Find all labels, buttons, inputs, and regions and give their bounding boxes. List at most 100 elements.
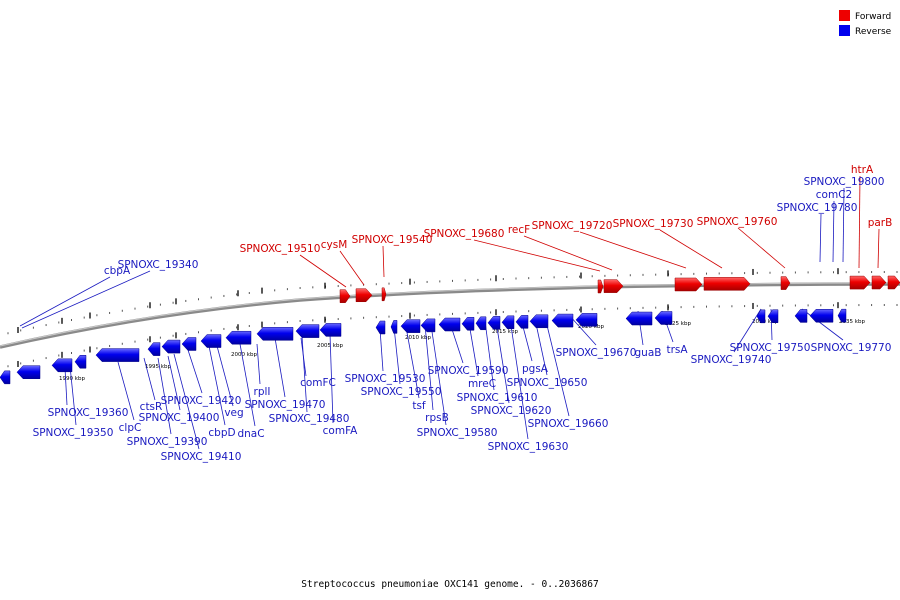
gene-label-spnoxc-19550[interactable]: SPNOXC_19550 bbox=[361, 386, 442, 398]
gene-label-spnoxc-19770[interactable]: SPNOXC_19770 bbox=[811, 342, 892, 354]
gene-label-comc2[interactable]: comC2 bbox=[816, 189, 852, 201]
gene-label-spnoxc-19660[interactable]: SPNOXC_19660 bbox=[528, 418, 609, 430]
gene-label-comfa[interactable]: comFA bbox=[323, 425, 359, 437]
gene-label-spnoxc-19470[interactable]: SPNOXC_19470 bbox=[245, 399, 326, 411]
gene-label-spnoxc-19590[interactable]: SPNOXC_19590 bbox=[428, 365, 509, 377]
gene-label-spnoxc-19760[interactable]: SPNOXC_19760 bbox=[697, 216, 778, 228]
gene-label-mrec[interactable]: mreC bbox=[468, 378, 496, 390]
gene-label-spnoxc-19780[interactable]: SPNOXC_19780 bbox=[777, 202, 858, 214]
gene-label-spnoxc-19610[interactable]: SPNOXC_19610 bbox=[457, 392, 538, 404]
reverse-gene-arrow[interactable] bbox=[809, 309, 834, 323]
forward-gene-arrow[interactable] bbox=[339, 289, 351, 303]
gene-label-spnoxc-19400[interactable]: SPNOXC_19400 bbox=[139, 412, 220, 424]
reverse-gene-arrow[interactable] bbox=[375, 320, 386, 335]
reverse-gene-arrow[interactable] bbox=[575, 313, 598, 327]
gene-label-spnoxc-19360[interactable]: SPNOXC_19360 bbox=[48, 407, 129, 419]
leader-line bbox=[239, 343, 256, 427]
reverse-gene-arrow[interactable] bbox=[756, 309, 766, 324]
gene-label-spnoxc-19410[interactable]: SPNOXC_19410 bbox=[161, 451, 242, 463]
leader-line bbox=[832, 200, 835, 263]
forward-gene-arrow[interactable] bbox=[780, 276, 791, 290]
reverse-gene-arrow[interactable] bbox=[51, 358, 73, 373]
gene-label-spnoxc-19530[interactable]: SPNOXC_19530 bbox=[345, 373, 426, 385]
gene-label-spnoxc-19630[interactable]: SPNOXC_19630 bbox=[488, 441, 569, 453]
gene-label-spnoxc-19620[interactable]: SPNOXC_19620 bbox=[471, 405, 552, 417]
reverse-gene-arrow[interactable] bbox=[420, 318, 436, 333]
gene-label-spnoxc-19800[interactable]: SPNOXC_19800 bbox=[804, 176, 885, 188]
gene-label-ctsr[interactable]: ctsR bbox=[140, 401, 163, 413]
gene-label-spnoxc-19390[interactable]: SPNOXC_19390 bbox=[127, 436, 208, 448]
gene-label-tsf[interactable]: tsf bbox=[412, 400, 426, 412]
reverse-gene-arrow[interactable] bbox=[438, 317, 461, 332]
gene-label-spnoxc-19510[interactable]: SPNOXC_19510 bbox=[240, 243, 321, 255]
reverse-gene-arrow[interactable] bbox=[794, 309, 808, 323]
gene-label-parb[interactable]: parB bbox=[868, 217, 893, 229]
gene-label-cbpa[interactable]: cbpA bbox=[104, 265, 131, 277]
reverse-gene-arrow[interactable] bbox=[16, 365, 41, 379]
reverse-gene-arrow[interactable] bbox=[475, 316, 487, 331]
gene-label-rpsb[interactable]: rpsB bbox=[425, 412, 449, 424]
reverse-gene-arrow[interactable] bbox=[295, 324, 320, 338]
reverse-gene-arrow[interactable] bbox=[837, 308, 847, 323]
gene-label-cysm[interactable]: cysM bbox=[321, 239, 348, 251]
reverse-gene-arrow[interactable] bbox=[200, 334, 222, 348]
reverse-gene-arrow[interactable] bbox=[74, 355, 87, 369]
gene-label-spnoxc-19670[interactable]: SPNOXC_19670 bbox=[556, 347, 637, 359]
reverse-gene-arrow[interactable] bbox=[487, 316, 501, 330]
gene-label-recf[interactable]: recF bbox=[508, 224, 530, 236]
reverse-gene-arrow[interactable] bbox=[256, 327, 294, 341]
gene-label-clpc[interactable]: clpC bbox=[119, 422, 142, 434]
gene-label-pgsa[interactable]: pgsA bbox=[522, 363, 549, 375]
forward-gene-arrow[interactable] bbox=[703, 277, 751, 291]
reverse-gene-arrow[interactable] bbox=[319, 323, 342, 337]
reverse-gene-arrow[interactable] bbox=[625, 311, 653, 326]
reverse-gene-arrow[interactable] bbox=[181, 337, 197, 351]
gene-label-spnoxc-19720[interactable]: SPNOXC_19720 bbox=[532, 220, 613, 232]
reverse-gene-arrow[interactable] bbox=[501, 315, 515, 330]
legend-swatch-reverse bbox=[839, 25, 850, 36]
reverse-gene-arrow[interactable] bbox=[161, 339, 181, 354]
gene-label-guab[interactable]: guaB bbox=[635, 347, 662, 359]
reverse-gene-arrow[interactable] bbox=[0, 370, 11, 385]
forward-gene-arrow[interactable] bbox=[674, 277, 703, 292]
gene-label-rpli[interactable]: rplI bbox=[254, 386, 271, 398]
reverse-gene-arrow[interactable] bbox=[529, 314, 549, 329]
gene-label-spnoxc-19740[interactable]: SPNOXC_19740 bbox=[691, 354, 772, 366]
reverse-gene-arrow[interactable] bbox=[400, 319, 421, 333]
gene-label-trsa[interactable]: trsA bbox=[666, 344, 688, 356]
reverse-gene-arrow[interactable] bbox=[390, 320, 398, 334]
reverse-gene-arrow[interactable] bbox=[654, 311, 673, 325]
gene-label-spnoxc-19350[interactable]: SPNOXC_19350 bbox=[33, 427, 114, 439]
gene-label-spnoxc-19540[interactable]: SPNOXC_19540 bbox=[352, 234, 433, 246]
reverse-gene-arrow[interactable] bbox=[551, 313, 574, 328]
forward-gene-arrow[interactable] bbox=[849, 275, 871, 290]
forward-gene-arrow[interactable] bbox=[603, 279, 624, 293]
gene-label-spnoxc-19480[interactable]: SPNOXC_19480 bbox=[269, 413, 350, 425]
gene-label-spnoxc-19340[interactable]: SPNOXC_19340 bbox=[118, 259, 199, 271]
gene-label-spnoxc-19650[interactable]: SPNOXC_19650 bbox=[507, 377, 588, 389]
gene-labels: SPNOXC_19510 cysM SPNOXC_19540SPNOXC_19680… bbox=[33, 164, 893, 463]
reverse-gene-arrow[interactable] bbox=[95, 348, 140, 362]
forward-gene-arrow[interactable] bbox=[597, 279, 604, 294]
forward-gene-arrow[interactable] bbox=[871, 275, 887, 290]
gene-label-comfc[interactable]: comFC bbox=[300, 377, 336, 389]
gene-label-spnoxc-19730[interactable]: SPNOXC_19730 bbox=[613, 218, 694, 230]
gene-label-dnac[interactable]: dnaC bbox=[237, 428, 264, 440]
reverse-gene-arrow[interactable] bbox=[147, 342, 161, 356]
label-leader-lines bbox=[19, 175, 880, 450]
forward-gene-arrow[interactable] bbox=[887, 275, 900, 290]
forward-gene-arrow[interactable] bbox=[381, 287, 387, 302]
gene-label-cbpd[interactable]: cbpD bbox=[208, 427, 235, 439]
reverse-gene-arrow[interactable] bbox=[225, 330, 252, 345]
reverse-gene-arrow[interactable] bbox=[461, 317, 475, 331]
reverse-gene-arrow[interactable] bbox=[515, 315, 529, 329]
gene-label-spnoxc-19680[interactable]: SPNOXC_19680 bbox=[424, 228, 505, 240]
gene-label-veg[interactable]: veg bbox=[224, 407, 243, 419]
gene-label-htra[interactable]: htrA bbox=[851, 164, 874, 176]
reverse-gene-arrow[interactable] bbox=[767, 309, 779, 323]
forward-gene-arrow[interactable] bbox=[355, 288, 373, 303]
gene-label-spnoxc-19420[interactable]: SPNOXC_19420 bbox=[161, 395, 242, 407]
gene-label-spnoxc-19580[interactable]: SPNOXC_19580 bbox=[417, 427, 498, 439]
gene-label-spnoxc-19750[interactable]: SPNOXC_19750 bbox=[730, 342, 811, 354]
